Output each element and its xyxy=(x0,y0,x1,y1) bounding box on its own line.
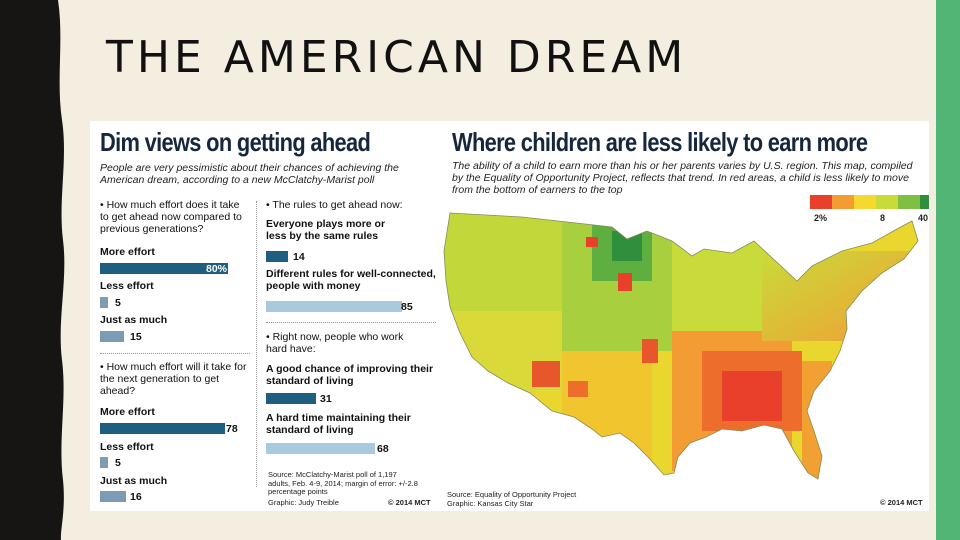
legend-swatch xyxy=(854,195,876,209)
q4-label-good-chance: A good chance of improving their standar… xyxy=(266,363,434,387)
q1-value-less: 5 xyxy=(115,297,121,309)
right-green-band xyxy=(936,0,960,540)
q4-value-hard-time: 68 xyxy=(377,443,389,455)
poll-graphic-credit: Graphic: Judy Treible xyxy=(268,498,339,507)
q2-value-same: 16 xyxy=(130,491,142,503)
legend-label-mid: 8 xyxy=(880,213,886,223)
legend-swatch xyxy=(920,195,929,209)
q1-value-same: 15 xyxy=(130,331,142,343)
question-4: • Right now, people who work hard have: xyxy=(266,331,404,355)
q2-value-more: 78 xyxy=(226,423,238,435)
map-title: Where children are less likely to earn m… xyxy=(452,127,868,157)
q3-bar-different-rules xyxy=(266,301,402,312)
slide-title: THE AMERICAN DREAM xyxy=(106,32,688,83)
us-outline xyxy=(443,212,919,480)
poll-title: Dim views on getting ahead xyxy=(100,127,371,157)
q3-value-different-rules: 85 xyxy=(401,301,413,313)
legend-swatch xyxy=(832,195,854,209)
q3-value-same-rules: 14 xyxy=(293,251,305,263)
poll-panel: Dim views on getting ahead People are ve… xyxy=(90,121,442,511)
q1-bar-same xyxy=(100,331,124,342)
legend-swatch xyxy=(810,195,832,209)
q3-label-same-rules: Everyone plays more or less by the same … xyxy=(266,218,386,242)
legend-swatch xyxy=(898,195,920,209)
q1-label-less: Less effort xyxy=(100,280,154,292)
poll-source: Source: McClatchy-Marist poll of 1,197 a… xyxy=(268,470,418,496)
q2-label-more: More effort xyxy=(100,406,155,418)
q2-bar-more xyxy=(100,423,225,434)
q1-value-more: 80% xyxy=(206,263,228,275)
q2-label-less: Less effort xyxy=(100,441,154,453)
q2-bar-same xyxy=(100,491,126,502)
q1-bar-less xyxy=(100,297,108,308)
us-opportunity-map xyxy=(443,212,919,480)
q1-label-more: More effort xyxy=(100,246,155,258)
legend-label-low: 2% xyxy=(814,213,828,223)
q1-bar-more xyxy=(100,263,228,274)
legend-label-high: 40 xyxy=(918,213,929,223)
q4-label-hard-time: A hard time maintaining their standard o… xyxy=(266,412,411,436)
infographic: Dim views on getting ahead People are ve… xyxy=(90,121,929,511)
q4-bar-good-chance xyxy=(266,393,316,404)
column-divider xyxy=(256,201,258,487)
left-dark-band xyxy=(0,0,58,540)
torn-edge xyxy=(52,0,65,540)
question-2: • How much effort will it take for the n… xyxy=(100,361,247,397)
q3-label-different-rules: Different rules for well-connected, peop… xyxy=(266,268,436,292)
q1-label-same: Just as much xyxy=(100,314,168,326)
q4-bar-hard-time xyxy=(266,443,375,454)
map-subtitle: The ability of a child to earn more than… xyxy=(452,160,913,196)
map-source: Source: Equality of Opportunity Project xyxy=(447,490,577,499)
q3-bar-same-rules xyxy=(266,251,288,262)
question-3: • The rules to get ahead now: xyxy=(266,199,403,211)
poll-copyright: © 2014 MCT xyxy=(388,498,431,507)
legend-swatch xyxy=(876,195,898,209)
map-graphic-credit: Graphic: Kansas City Star xyxy=(447,499,534,508)
q2-bar-less xyxy=(100,457,108,468)
poll-subtitle: People are very pessimistic about their … xyxy=(100,162,399,186)
question-1: • How much effort does it take to get ah… xyxy=(100,199,242,235)
map-copyright: © 2014 MCT xyxy=(880,498,923,507)
q2-value-less: 5 xyxy=(115,457,121,469)
divider xyxy=(100,353,250,354)
q2-label-same: Just as much xyxy=(100,475,168,487)
map-regions xyxy=(444,213,918,479)
q4-value-good-chance: 31 xyxy=(320,393,332,405)
divider xyxy=(266,322,436,323)
